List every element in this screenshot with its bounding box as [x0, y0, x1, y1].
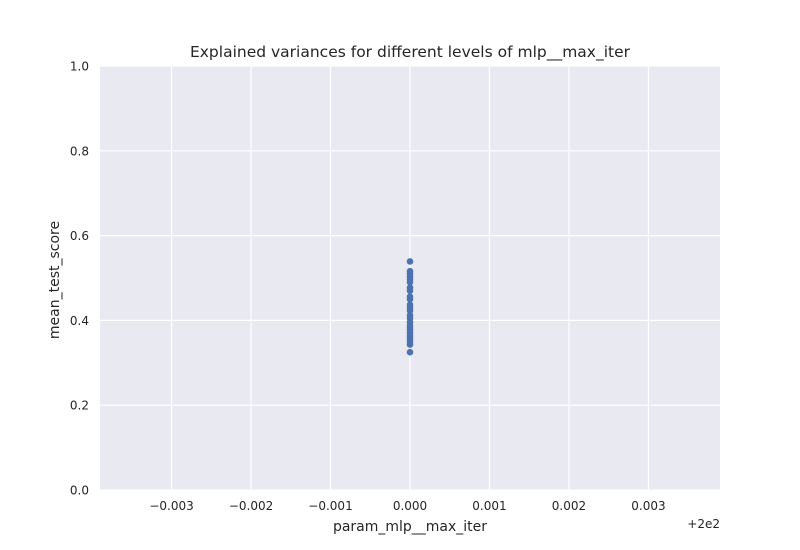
y-tick-label: 0.8 [70, 144, 89, 158]
y-tick-label: 0.0 [70, 484, 89, 498]
x-axis-label: param_mlp__max_iter [333, 519, 487, 535]
data-point [406, 341, 414, 348]
y-tick-label: 0.4 [70, 314, 89, 328]
y-tick-labels: 0.0 0.2 0.4 0.6 0.8 1.0 [70, 60, 89, 498]
x-tick-label: 0.001 [472, 499, 506, 513]
data-point [406, 348, 414, 356]
x-tick-labels: −0.003 −0.002 −0.001 0.000 0.001 0.002 0.003 [149, 499, 665, 513]
x-tick-label: 0.002 [552, 499, 586, 513]
x-tick-label: 0.003 [631, 499, 665, 513]
x-tick-label: −0.001 [308, 499, 352, 513]
y-tick-label: 0.2 [70, 399, 89, 413]
y-tick-label: 1.0 [70, 60, 89, 74]
data-points [406, 258, 414, 356]
data-point [406, 258, 414, 265]
data-point [406, 287, 414, 295]
y-axis-label: mean_test_score [47, 221, 63, 339]
y-tick-label: 0.6 [70, 229, 89, 243]
x-offset-label: +2e2 [687, 517, 720, 531]
chart-title: Explained variances for different levels… [190, 43, 631, 62]
x-tick-label: −0.002 [229, 499, 273, 513]
x-tick-label: 0.000 [393, 499, 427, 513]
data-point [406, 295, 414, 303]
x-tick-label: −0.003 [149, 499, 193, 513]
data-point [406, 278, 414, 286]
